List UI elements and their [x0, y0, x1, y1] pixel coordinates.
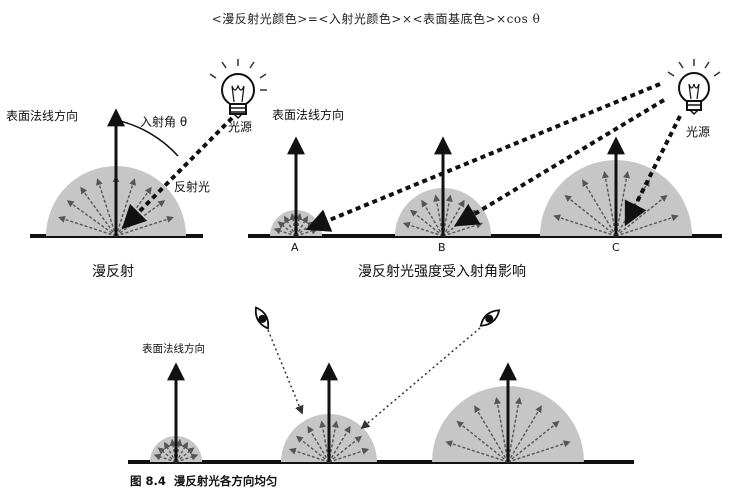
- figure-number: 图 8.4: [130, 474, 166, 488]
- view-ray-left: [267, 329, 304, 415]
- eye-icon: [479, 309, 501, 327]
- figure-title: 漫反射光各方向均匀: [173, 474, 278, 488]
- reflected-ray-arrow: [296, 435, 330, 463]
- light-bulb-icon: [667, 59, 721, 116]
- reflected-ray-arrow: [442, 199, 465, 237]
- light-source-label: 光源: [686, 125, 710, 139]
- reflected-ray-arrow: [456, 420, 509, 463]
- reflected-ray-arrow: [564, 194, 617, 237]
- reflected-ray-arrow: [175, 447, 195, 463]
- incidence-angle-arc: [115, 119, 179, 157]
- reflected-ray-arrow: [288, 447, 330, 463]
- incident-ray-c: [624, 115, 682, 227]
- reflected-light-label: 反射光: [174, 179, 210, 194]
- reflected-ray-arrow: [328, 447, 370, 463]
- reflected-ray-arrow: [442, 221, 484, 237]
- reflected-ray-arrow: [602, 171, 617, 237]
- panel-uniform: 表面法线方向: [128, 306, 634, 464]
- reflected-ray-arrow: [283, 215, 297, 237]
- reflected-ray-arrow: [328, 425, 351, 463]
- panel-intensity: 表面法线方向 A B C 光源 漫反射光强度受入射角影响: [248, 59, 722, 280]
- point-c-label: C: [612, 241, 620, 254]
- rays-a: [273, 212, 319, 237]
- reflected-ray-arrow: [507, 420, 560, 463]
- reflected-ray-arrow: [507, 405, 542, 463]
- reflected-ray-arrow: [445, 440, 509, 463]
- reflected-ray-arrow: [175, 441, 189, 463]
- intensity-title: 漫反射光强度受入射角影响: [358, 264, 526, 280]
- reflected-ray-arrow: [289, 212, 297, 237]
- light-bulb-icon: [209, 59, 267, 120]
- reflected-ray-arrow: [615, 171, 630, 237]
- reflected-ray-arrow: [582, 179, 617, 237]
- reflected-ray-arrow: [410, 209, 444, 237]
- reflected-ray-arrow: [175, 438, 183, 463]
- reflected-ray-arrow: [307, 425, 330, 463]
- view-ray-right: [360, 327, 481, 430]
- panel-diffuse: 表面法线方向 入射角 θ 反射光 光源 漫反射: [6, 59, 267, 280]
- rays-large: [445, 397, 571, 463]
- reflected-ray-arrow: [553, 214, 617, 237]
- incidence-angle-label: 入射角 θ: [140, 114, 187, 129]
- incident-light-ray: [121, 116, 234, 230]
- diffuse-title: 漫反射: [92, 264, 134, 280]
- reflected-ray-arrow: [163, 441, 177, 463]
- normal-label: 表面法线方向: [142, 342, 205, 355]
- reflected-ray-arrow: [474, 405, 509, 463]
- reflected-ray-arrow: [507, 440, 571, 463]
- reflected-ray-arrow: [153, 453, 177, 463]
- reflected-ray-arrow: [175, 453, 199, 463]
- reflected-ray-arrow: [402, 221, 444, 237]
- eye-icon: [254, 306, 270, 330]
- light-source-label: 光源: [228, 120, 252, 134]
- rays-small: [153, 438, 199, 463]
- incident-ray-a: [305, 82, 661, 232]
- reflected-ray-arrow: [295, 212, 303, 237]
- normal-label: 表面法线方向: [272, 107, 344, 122]
- reflected-ray-arrow: [328, 435, 362, 463]
- reflected-ray-arrow: [295, 227, 319, 237]
- reflected-ray-arrow: [295, 215, 309, 237]
- reflected-ray-arrow: [295, 221, 315, 237]
- formula: <漫反射光颜色>=<入射光颜色>×<表面基底色>×cos θ: [211, 12, 541, 26]
- reflected-ray-arrow: [169, 438, 177, 463]
- reflected-ray-arrow: [157, 447, 177, 463]
- reflected-ray-arrow: [507, 397, 522, 463]
- point-b-label: B: [438, 241, 446, 254]
- reflected-ray-arrow: [421, 199, 444, 237]
- reflected-ray-arrow: [615, 214, 679, 237]
- normal-label: 表面法线方向: [6, 108, 78, 123]
- incident-ray-b: [453, 98, 666, 227]
- reflected-ray-arrow: [277, 221, 297, 237]
- reflected-ray-arrow: [494, 397, 509, 463]
- reflected-ray-arrow: [273, 227, 297, 237]
- figure-caption: 图 8.4 漫反射光各方向均匀: [130, 473, 285, 489]
- point-a-label: A: [291, 241, 299, 254]
